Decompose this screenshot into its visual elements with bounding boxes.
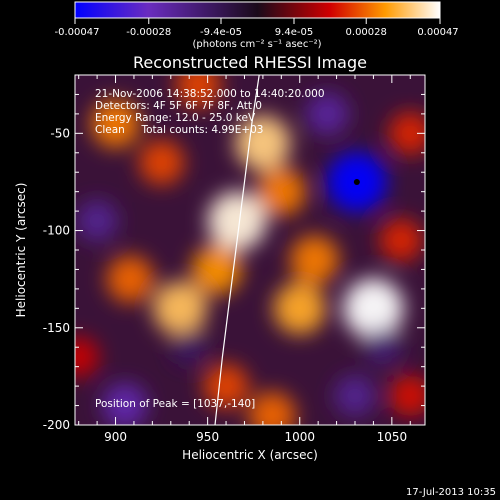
- footer-date: 17-Jul-2013 10:35: [406, 487, 496, 498]
- source-blob: [257, 167, 306, 216]
- source-blob: [102, 383, 148, 425]
- source-blob: [235, 115, 291, 171]
- source-blob: [203, 363, 249, 409]
- colorbar-units: (photons cm⁻² s⁻¹ asec⁻²): [192, 39, 321, 50]
- colorbar-tick-label: 9.4e-05: [275, 27, 313, 38]
- colorbar-gradient: [74, 1, 441, 19]
- source-blob: [139, 139, 185, 186]
- y-tick-label: -150: [43, 321, 70, 335]
- source-blob: [75, 336, 99, 378]
- solar-limb-line: [214, 75, 260, 425]
- annotation-peak: Position of Peak = [1037,-140]: [95, 398, 255, 410]
- source-blob: [106, 255, 154, 303]
- peak-marker: [353, 178, 360, 185]
- source-blob: [207, 191, 267, 251]
- x-tick-label: 900: [104, 430, 127, 444]
- annotation-method: Clean Total counts: 4.99E+03: [95, 124, 264, 136]
- y-axis-label: Heliocentric Y (arcsec): [14, 183, 28, 318]
- source-blob: [379, 218, 423, 262]
- y-tick-label: -200: [43, 418, 70, 432]
- x-axis-ticks: 900 950 1000 1050: [78, 75, 411, 444]
- source-blob: [343, 278, 404, 339]
- source-blob: [191, 244, 242, 295]
- source-blob: [175, 75, 221, 108]
- colorbar-tick-label: -9.4e-05: [200, 27, 242, 38]
- source-blob: [91, 99, 140, 148]
- source-blob: [248, 391, 296, 425]
- colorbar-tick-label: -0.00028: [126, 27, 171, 38]
- x-axis-label: Heliocentric X (arcsec): [182, 448, 318, 462]
- annotation-detectors: Detectors: 4F 5F 6F 7F 8F, Att 0: [95, 100, 262, 112]
- source-blob: [76, 200, 118, 242]
- source-blobs: [75, 75, 425, 425]
- x-tick-label: 950: [196, 430, 219, 444]
- source-blob: [273, 282, 326, 335]
- x-tick-label: 1000: [284, 430, 315, 444]
- source-blob: [388, 111, 425, 155]
- colorbar-tick-label: 0.00047: [417, 27, 458, 38]
- chart-title: Reconstructed RHESSI Image: [133, 53, 367, 72]
- x-tick-label: 1050: [377, 430, 408, 444]
- source-blob: [153, 281, 207, 336]
- colorbar-tick-label: -0.00047: [55, 27, 100, 38]
- source-blob: [305, 92, 349, 136]
- colorbar-tick-label: 0.00028: [346, 27, 387, 38]
- annotation-time: 21-Nov-2006 14:38:52.000 to 14:40:20.000: [95, 88, 325, 100]
- source-blob: [334, 375, 376, 417]
- source-blob: [171, 329, 208, 366]
- source-blob: [363, 328, 402, 367]
- source-blob: [290, 235, 339, 284]
- colorbar: -0.00047 -0.00028 -9.4e-05 9.4e-05 0.00028 0.…: [55, 1, 459, 50]
- annotations: 21-Nov-2006 14:38:52.000 to 14:40:20.000…: [95, 88, 325, 410]
- y-tick-label: -100: [43, 224, 70, 238]
- annotation-energy: Energy Range: 12.0 - 25.0 keV: [95, 112, 256, 124]
- colorbar-ticks: -0.00047 -0.00028 -9.4e-05 9.4e-05 0.00028 0.…: [55, 18, 459, 38]
- source-blob: [389, 375, 425, 417]
- y-tick-label: -50: [50, 126, 70, 140]
- y-axis-ticks: -50 -100 -150 -200: [43, 93, 425, 432]
- plot-area: [75, 75, 425, 425]
